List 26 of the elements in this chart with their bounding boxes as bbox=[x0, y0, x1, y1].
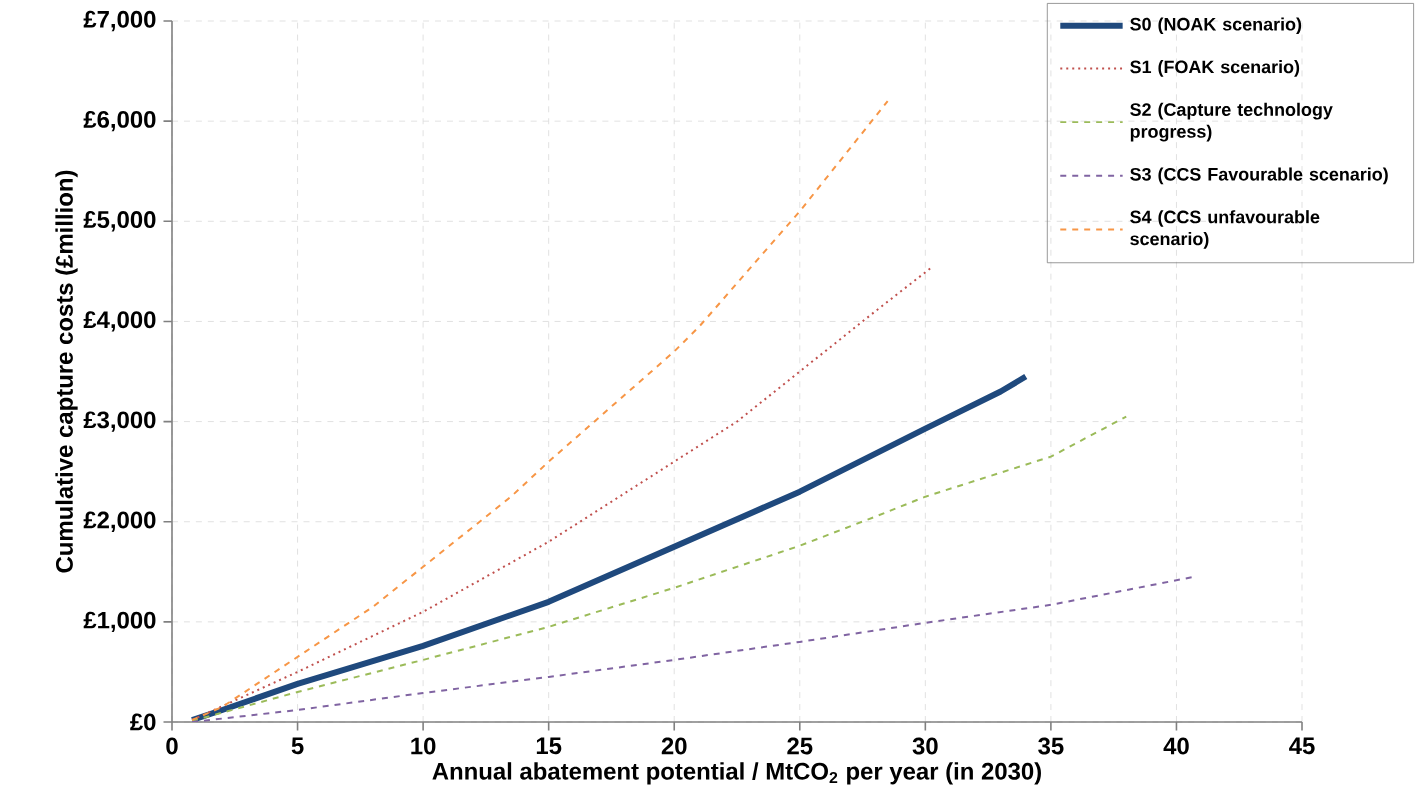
x-tick-label: 40 bbox=[1163, 737, 1189, 755]
x-tick-label: 30 bbox=[912, 737, 938, 755]
x-tick-label: 20 bbox=[661, 737, 687, 755]
x-tick-label: 35 bbox=[1038, 737, 1064, 755]
legend-label: S2 (Capture technology progress) bbox=[1130, 102, 1333, 142]
legend-label: S3 (CCS Favourable scenario) bbox=[1130, 167, 1388, 185]
y-tick-label: £7,000 bbox=[83, 10, 156, 32]
x-tick-label: 10 bbox=[411, 737, 436, 755]
y-tick-label: £4,000 bbox=[83, 311, 156, 332]
x-tick-label: 5 bbox=[291, 737, 304, 755]
y-tick-label: £3,000 bbox=[83, 411, 156, 432]
y-axis-title: Cumulative capture costs (£million) bbox=[55, 170, 78, 573]
legend-label: S0 (NOAK scenario) bbox=[1130, 17, 1302, 35]
y-tick-label: £1,000 bbox=[83, 611, 156, 633]
line-series bbox=[191, 415, 1128, 722]
y-tick-label: £2,000 bbox=[83, 511, 156, 532]
x-tick-label: 25 bbox=[787, 737, 813, 755]
legend-label: S4 (CCS unfavourable scenario) bbox=[1130, 210, 1320, 249]
y-tick-label: £0 bbox=[130, 713, 156, 731]
y-tick-label: £5,000 bbox=[83, 211, 156, 232]
x-tick-label: 0 bbox=[166, 737, 178, 755]
y-tick-label: £6,000 bbox=[83, 110, 156, 132]
x-tick-label: 45 bbox=[1289, 737, 1315, 755]
legend-label: S1 (FOAK scenario) bbox=[1130, 60, 1300, 77]
x-axis-title: Annual abatement potential / MtCO$_{2}$ per year (in 2030) bbox=[432, 762, 1041, 785]
x-tick-label: 15 bbox=[536, 737, 562, 755]
